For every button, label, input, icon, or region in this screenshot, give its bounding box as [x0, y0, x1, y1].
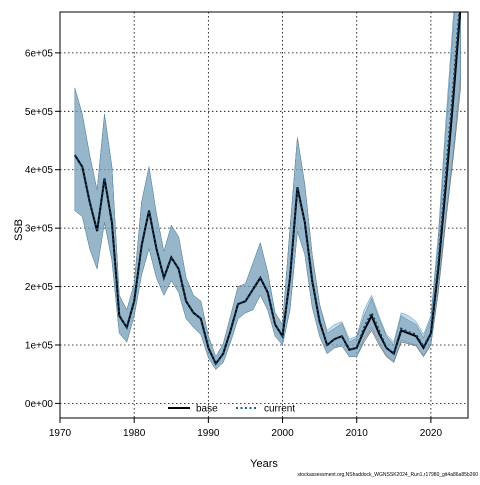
x-axis: 1970 1980 1990 2000 2010 2020 [49, 418, 443, 439]
y-tick-label: 3e+05 [25, 224, 54, 235]
x-tick-label: 2020 [420, 428, 443, 439]
series-line-current [73, 12, 461, 366]
y-tick-label: 6e+05 [25, 48, 54, 59]
legend: base current [168, 404, 295, 415]
y-tick-label: 0e+00 [25, 399, 54, 410]
x-tick-label: 1980 [123, 428, 146, 439]
legend-label-current: current [264, 404, 295, 415]
series-lines [73, 12, 462, 366]
y-tick-label: 1e+05 [25, 340, 54, 351]
plot-frame [59, 11, 469, 419]
grid-lines [59, 12, 468, 418]
y-tick-label: 5e+05 [25, 107, 54, 118]
legend-label-base: base [196, 404, 218, 415]
x-axis-title: Years [250, 458, 278, 470]
x-tick-label: 2000 [271, 428, 294, 439]
y-tick-label: 4e+05 [25, 165, 54, 176]
confidence-band-current [74, 12, 461, 370]
source-caption: stockassessment.org,NShaddock_WGNSSK2024… [297, 472, 478, 478]
confidence-bands [74, 12, 461, 370]
y-axis: 0e+00 1e+05 2e+05 3e+05 4e+05 5e+05 6e+05 [25, 48, 60, 410]
x-tick-label: 1990 [197, 428, 220, 439]
x-tick-label: 2010 [346, 428, 369, 439]
x-tick-label: 1970 [49, 428, 72, 439]
y-axis-title: SSB [13, 219, 25, 241]
y-tick-label: 2e+05 [25, 282, 54, 293]
